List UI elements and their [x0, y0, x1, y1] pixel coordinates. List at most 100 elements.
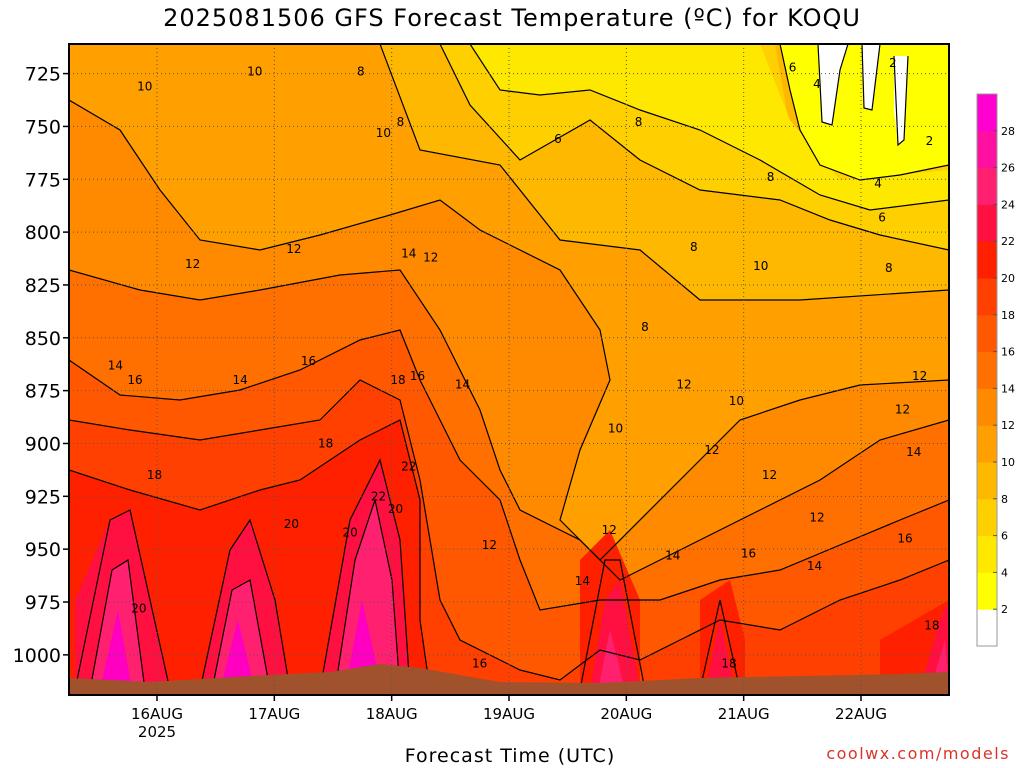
colorbar-segment — [977, 535, 997, 573]
contour-label: 8 — [357, 64, 365, 78]
y-tick-label: 775 — [25, 169, 61, 191]
y-tick-label: 800 — [25, 222, 61, 244]
colorbar-label: 10 — [1001, 456, 1015, 469]
contour-label: 12 — [423, 250, 438, 264]
contour-label: 2 — [889, 56, 897, 70]
band-24-plus — [100, 600, 382, 690]
contour-label: 8 — [690, 240, 698, 254]
colorbar-segment — [977, 609, 997, 647]
band-18-20 — [69, 420, 949, 695]
contour-label: 14 — [455, 377, 470, 391]
x-tick-sublabel: 2025 — [138, 723, 176, 741]
contour-label: 18 — [147, 468, 162, 482]
contour-label: 12 — [286, 242, 301, 256]
y-tick-label: 850 — [25, 328, 61, 350]
contour-label: 14 — [575, 574, 590, 588]
band-6-8 — [440, 44, 949, 250]
contour-label: 20 — [131, 601, 146, 615]
colorbar-label: 14 — [1001, 382, 1015, 395]
contour-label: 16 — [301, 354, 316, 368]
y-tick-label: 725 — [25, 64, 61, 86]
x-tick-label: 18AUG — [366, 705, 418, 723]
contour-label: 12 — [895, 403, 910, 417]
contour-label: 22 — [371, 489, 386, 503]
y-tick-label: 975 — [25, 592, 61, 614]
colorbar-label: 20 — [1001, 272, 1015, 285]
contour-label: 14 — [807, 559, 822, 573]
colorbar-segment — [977, 278, 997, 316]
terrain — [69, 664, 949, 695]
x-tick-label: 20AUG — [600, 705, 652, 723]
contour-label: 14 — [665, 549, 680, 563]
contour-label: 12 — [185, 257, 200, 271]
y-tick-label: 750 — [25, 116, 61, 138]
y-tick-label: 1000 — [13, 645, 61, 667]
grid — [69, 44, 949, 695]
contour-label: 20 — [284, 517, 299, 531]
colorbar-label: 24 — [1001, 198, 1015, 211]
colorbar-label: 22 — [1001, 235, 1015, 248]
contour-label: 8 — [641, 320, 649, 334]
colorbar-label: 6 — [1001, 530, 1008, 543]
band-20-22 — [75, 460, 949, 690]
temperature-field — [69, 44, 949, 695]
y-tick-label: 825 — [25, 275, 61, 297]
y-tick-label: 900 — [25, 433, 61, 455]
colorbar-segment — [977, 204, 997, 242]
colorbar-segment — [977, 388, 997, 426]
contour-label: 14 — [108, 358, 123, 372]
colorbar-label: 2 — [1001, 603, 1008, 616]
contour-label: 12 — [482, 538, 497, 552]
colorbar-segment — [977, 351, 997, 389]
colorbar-label: 16 — [1001, 346, 1015, 359]
contour-label: 16 — [127, 373, 142, 387]
colorbar-label: 12 — [1001, 419, 1015, 432]
chart-title: 2025081506 GFS Forecast Temperature (ºC)… — [163, 4, 861, 32]
colorbar-segment — [977, 425, 997, 463]
colorbar-segment — [977, 241, 997, 279]
colorbar-segment — [977, 462, 997, 500]
colorbar-label: 26 — [1001, 162, 1015, 175]
contour-label: 22 — [401, 460, 416, 474]
contour-label: 4 — [813, 77, 821, 91]
colorbar-segment — [977, 572, 997, 610]
contour-label: 10 — [376, 126, 391, 140]
x-tick-label: 19AUG — [483, 705, 535, 723]
contour-label: 10 — [247, 64, 262, 78]
colorbar-label: 4 — [1001, 566, 1008, 579]
contour-label: 14 — [232, 373, 247, 387]
contour-label: 20 — [388, 502, 403, 516]
contour-label: 8 — [635, 115, 643, 129]
contour-label: 4 — [874, 177, 882, 191]
y-tick-label: 950 — [25, 539, 61, 561]
contour-lines — [69, 44, 949, 691]
contour-label: 12 — [676, 377, 691, 391]
contour-label: 16 — [472, 656, 487, 670]
contour-label: 12 — [602, 523, 617, 537]
contour-label: 18 — [721, 656, 736, 670]
contour-label: 2 — [926, 134, 934, 148]
x-tick-label: 17AUG — [248, 705, 300, 723]
contour-label: 8 — [767, 170, 775, 184]
source-credit[interactable]: coolwx.com/models — [826, 744, 1010, 763]
contour-label: 6 — [878, 210, 886, 224]
colorbar-segment — [977, 167, 997, 205]
contour-label: 10 — [729, 394, 744, 408]
contour-label: 16 — [410, 369, 425, 383]
contour-label: 18 — [924, 618, 939, 632]
y-tick-label: 925 — [25, 486, 61, 508]
x-tick-label: 21AUG — [718, 705, 770, 723]
y-axis: 725 750 775 800 825 850 875 900 925 950 975 1000 — [13, 64, 69, 667]
colorbar-label: 28 — [1001, 125, 1015, 138]
contour-label: 8 — [397, 115, 405, 129]
contour-label: 16 — [741, 546, 756, 560]
x-tick-label: 16AUG — [131, 705, 183, 723]
contour-label: 14 — [906, 445, 921, 459]
contour-label: 18 — [318, 436, 333, 450]
colorbar-frame — [976, 93, 998, 647]
contour-label: 12 — [704, 443, 719, 457]
contour-label: 10 — [753, 259, 768, 273]
contour-label: 12 — [912, 369, 927, 383]
